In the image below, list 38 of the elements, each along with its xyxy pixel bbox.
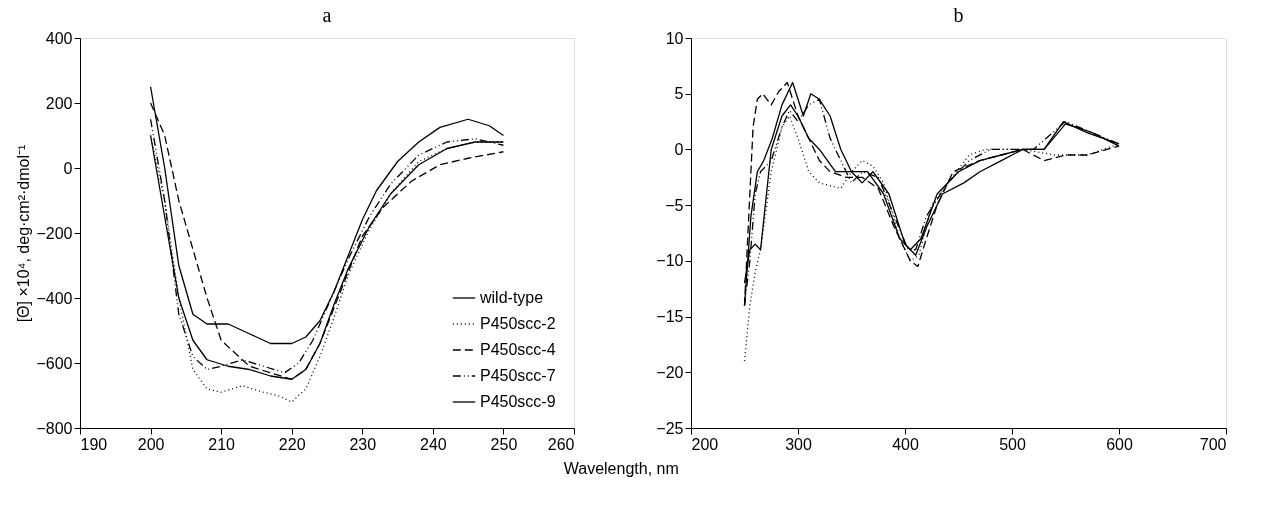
legend-label: P450scc-9 bbox=[480, 393, 556, 410]
x-tick-label: 190 bbox=[80, 435, 108, 453]
x-tick-label: 200 bbox=[137, 435, 165, 453]
legend-label: P450scc-2 bbox=[480, 315, 556, 332]
x-tick-label: 400 bbox=[892, 435, 919, 453]
x-tick-label: 220 bbox=[278, 435, 306, 453]
legend-label: wild-type bbox=[479, 289, 544, 306]
legend-label: P450scc-7 bbox=[480, 367, 556, 384]
x-tick-label: 210 bbox=[208, 435, 236, 453]
x-tick-label: 600 bbox=[1106, 435, 1133, 453]
y-tick-label: −15 bbox=[656, 308, 684, 326]
y-tick-label: −600 bbox=[36, 354, 73, 372]
legend-label: P450scc-4 bbox=[480, 341, 556, 358]
y-tick-label: −10 bbox=[656, 252, 684, 270]
x-axis-title: Wavelength, nm bbox=[563, 459, 679, 477]
y-tick-label: 200 bbox=[45, 94, 73, 112]
y-tick-label: −25 bbox=[656, 419, 684, 437]
y-tick-label: −800 bbox=[36, 419, 73, 437]
y-tick-label: 400 bbox=[45, 29, 73, 47]
x-tick-label: 500 bbox=[999, 435, 1026, 453]
y-tick-label: 0 bbox=[674, 140, 684, 158]
y-tick-label: −400 bbox=[36, 289, 73, 307]
y-axis-title: [Θ] ×10⁴, deg·cm²·dmol⁻¹ bbox=[15, 144, 33, 323]
x-tick-label: 200 bbox=[691, 435, 719, 453]
x-tick-label: 230 bbox=[349, 435, 377, 453]
y-tick-label: −5 bbox=[665, 196, 684, 214]
chart-title: a bbox=[322, 4, 332, 26]
x-tick-label: 240 bbox=[420, 435, 447, 453]
y-tick-label: −200 bbox=[36, 224, 73, 242]
x-tick-label: 250 bbox=[490, 435, 518, 453]
y-tick-label: −20 bbox=[656, 363, 684, 381]
chart-title: b bbox=[953, 4, 964, 26]
x-tick-label: 300 bbox=[785, 435, 812, 453]
x-tick-label: 260 bbox=[547, 435, 575, 453]
y-tick-label: 10 bbox=[665, 29, 684, 47]
x-tick-label: 700 bbox=[1199, 435, 1227, 453]
y-tick-label: 5 bbox=[674, 85, 684, 103]
y-tick-label: 0 bbox=[63, 159, 73, 177]
